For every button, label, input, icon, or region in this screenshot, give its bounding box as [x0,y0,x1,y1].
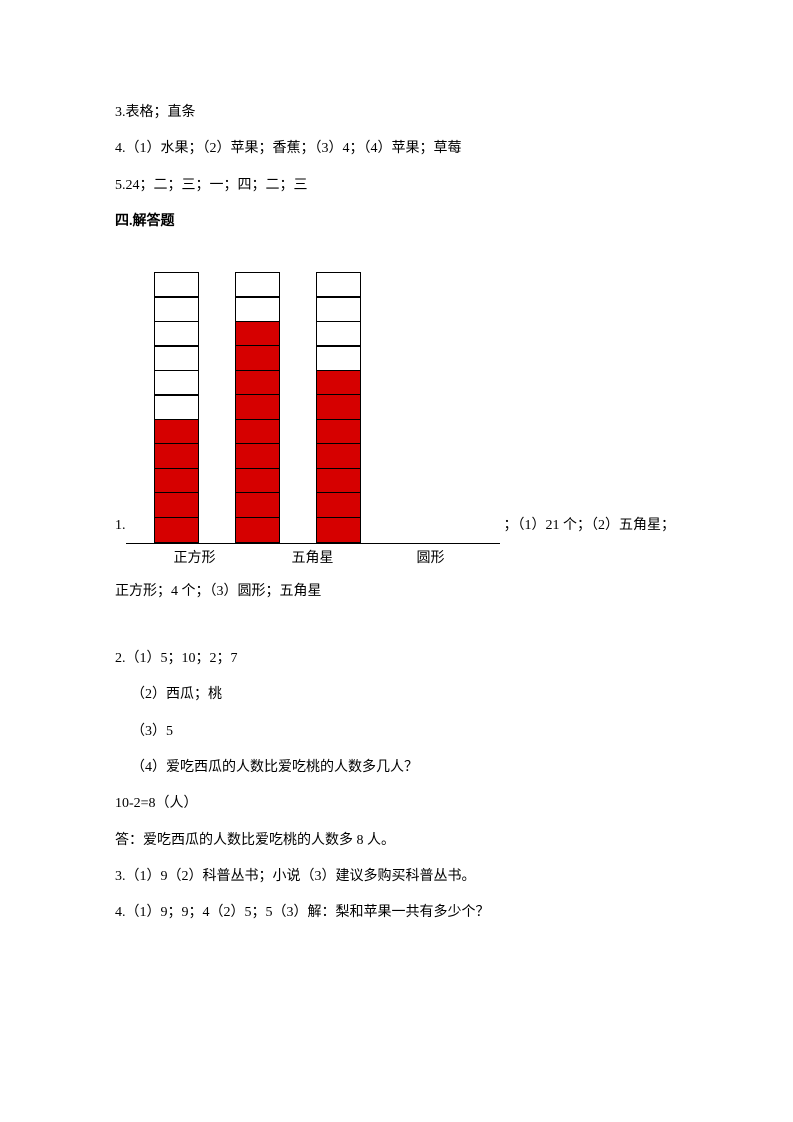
chart-inline-answers: ；（1）21 个；（2）五角星； [504,508,676,574]
q4-line: 4.（1）9；9；4（2）5；5（3）解：梨和苹果一共有多少个？ [115,895,678,931]
bar-cell-empty [316,321,361,347]
bar-cell-empty [154,272,199,298]
bar-cell-filled [235,370,280,396]
bar-cell-filled [235,492,280,518]
bar-cell-empty [235,272,280,298]
bar-cell-filled [235,321,280,347]
bar-cell-empty [235,296,280,322]
q2-part1: 2.（1）5；10；2；7 [115,641,678,677]
bar-cell-empty [154,370,199,396]
bar-cell-filled [235,419,280,445]
section-heading-4: 四.解答题 [115,204,678,240]
bar-cell-filled [316,517,361,543]
q3-line: 3.（1）9（2）科普丛书；小说（3）建议多购买科普丛书。 [115,859,678,895]
answer-line-3: 3.表格；直条 [115,95,678,131]
bar-cell-filled [154,443,199,469]
document-page: 3.表格；直条 4.（1）水果；（2）苹果；香蕉；（3）4；（4）苹果；草莓 5… [0,0,793,982]
bar-cell-filled [154,419,199,445]
bar-cell-filled [235,443,280,469]
chart-item-number: 1. [115,508,126,574]
bar-cell-filled [235,517,280,543]
bar-column [154,272,199,543]
bar-chart: 正方形 五角星 圆形 [126,241,500,575]
bar-cell-empty [316,345,361,371]
bar-label: 五角星 [272,544,354,575]
bar-cell-filled [316,394,361,420]
chart-row: 1. 正方形 五角星 圆形 ；（1）21 个；（2）五角星； [115,241,678,575]
q2-part2: （2）西瓜；桃 [115,677,678,713]
bar-cell-empty [154,394,199,420]
answer-line-4: 4.（1）水果；（2）苹果；香蕉；（3）4；（4）苹果；草莓 [115,131,678,167]
bar-cell-empty [154,321,199,347]
bar-cell-filled [316,443,361,469]
chart-continuation: 正方形；4 个；（3）圆形；五角星 [115,574,678,610]
bar-cell-filled [235,468,280,494]
bar-cell-empty [154,345,199,371]
bar-label: 正方形 [154,544,236,575]
q2-answer: 答：爱吃西瓜的人数比爱吃桃的人数多 8 人。 [115,823,678,859]
bar-cell-filled [154,492,199,518]
bar-cell-filled [316,468,361,494]
q2-calculation: 10-2=8（人） [115,786,678,822]
bar-cell-filled [154,517,199,543]
bars-area [126,241,500,544]
bar-cell-empty [316,296,361,322]
q2-part4: （4）爱吃西瓜的人数比爱吃桃的人数多几人？ [115,750,678,786]
bar-column [316,272,361,543]
q2-part3: （3）5 [115,714,678,750]
bar-cell-filled [154,468,199,494]
bar-label: 圆形 [390,544,472,575]
bar-cell-empty [316,272,361,298]
bar-cell-filled [235,394,280,420]
bar-cell-filled [235,345,280,371]
spacer [115,611,678,641]
bar-cell-filled [316,492,361,518]
answer-line-5: 5.24；二；三；一；四；二；三 [115,168,678,204]
bar-labels: 正方形 五角星 圆形 [126,544,500,575]
bar-cell-filled [316,370,361,396]
bar-cell-empty [154,296,199,322]
bar-cell-filled [316,419,361,445]
bar-column [235,272,280,543]
